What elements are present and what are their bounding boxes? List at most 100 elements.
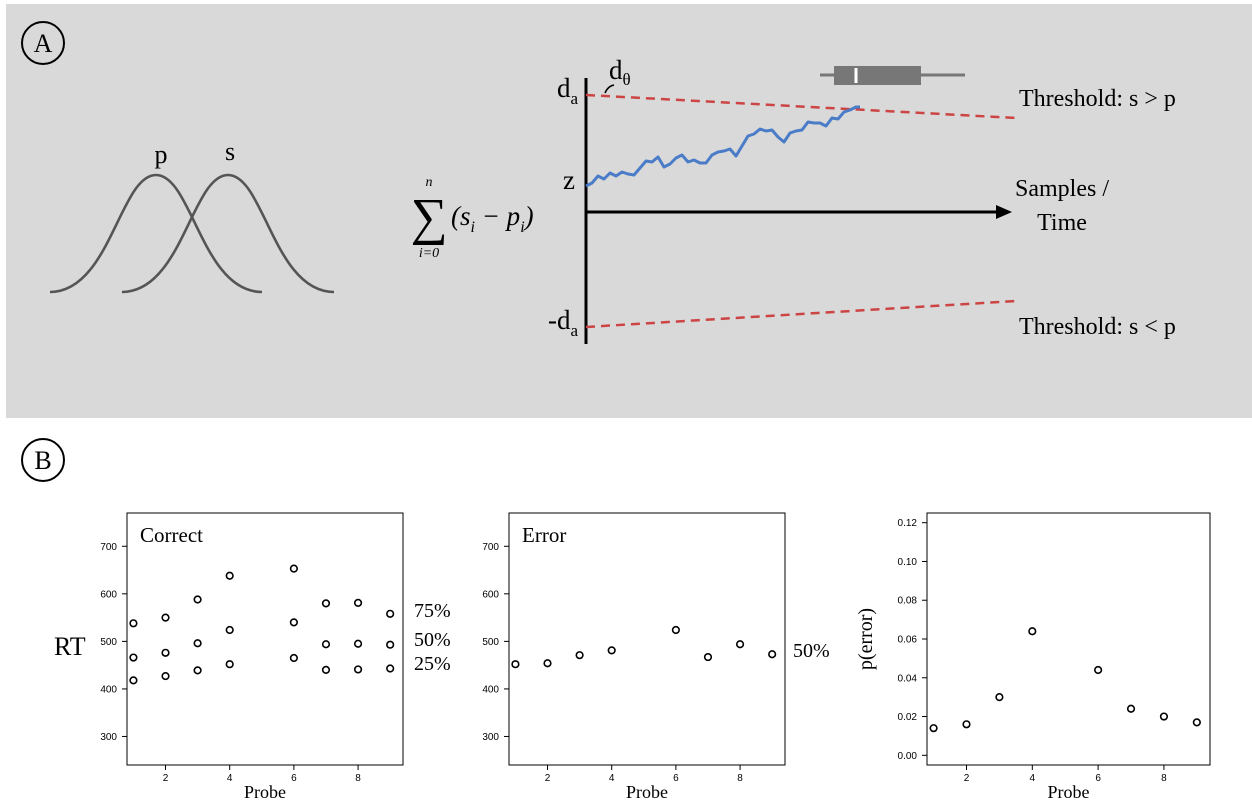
sum-upper-limit: n [426,175,433,190]
quantile-label-50: 50% [414,629,451,651]
time-axis-arrowhead [996,205,1012,219]
data-point [321,599,331,608]
drift-angle-label: dθ [609,55,631,89]
data-point [1028,627,1037,636]
y-tick-label: 0.00 [898,751,918,762]
time-axis-label-line1: Samples / [1015,176,1109,202]
x-tick-label: 8 [737,773,743,784]
distribution-p-label: p [155,140,168,169]
lower-threshold-label: Threshold: s < p [1019,314,1176,340]
data-point [225,571,234,580]
y-tick-label: 0.08 [898,596,918,607]
y-tick-label: 0.06 [898,635,918,646]
data-point [386,609,395,618]
data-point [1126,704,1136,713]
data-point [929,724,938,733]
data-point [703,652,713,662]
chart-correct: 2 4 6 8 300 400 500 600 700 Correct Probe [100,512,404,802]
chart-p-error: 2 4 6 8 0.00 0.02 0.04 0.06 0.08 0.10 0.12 Probe p(e… [855,512,1211,802]
panel-b-letter: B [34,446,51,475]
x-tick-label: 4 [1030,773,1036,784]
y-tick-label: 300 [100,732,117,743]
starting-point-label: z [563,165,575,195]
upper-threshold-label: Threshold: s > p [1019,86,1176,112]
data-point [353,665,363,674]
data-point [289,653,298,663]
data-point [386,664,395,673]
error-quantile-label-50: 50% [793,640,830,662]
x-tick-label: 6 [673,773,679,784]
data-point [962,720,971,729]
distribution-p-curve [49,173,263,294]
distribution-s-label: s [225,137,235,166]
data-point [225,660,234,669]
y-tick-label: 700 [100,542,117,553]
data-point [289,564,298,573]
sum-expression: (si − pi) [451,201,534,236]
x-tick-label: 6 [291,773,297,784]
data-point [1159,712,1169,721]
upper-bound-label: da [557,73,579,108]
data-point [353,639,363,648]
x-axis-label: Probe [244,782,286,802]
plot-frame [508,512,786,766]
panel-a-letter-circle [21,21,65,65]
boxplot-box [834,66,921,85]
data-point [511,660,520,669]
x-tick-label: 8 [355,773,361,784]
data-point [193,595,202,604]
data-point [768,650,777,659]
x-tick-label: 6 [1095,773,1101,784]
y-tick-label: 300 [482,732,499,743]
y-tick-label: 500 [482,637,499,648]
data-point [671,625,680,635]
x-axis-label: Probe [626,782,668,802]
data-point [129,676,138,685]
data-point [995,693,1004,702]
y-tick-label: 0.02 [898,712,918,723]
x-tick-label: 2 [163,773,169,784]
y-tick-label: 600 [100,589,117,600]
data-point [1192,718,1201,727]
plot-frame [126,512,404,766]
x-axis-label: Probe [1048,782,1090,802]
lower-bound-label: -da [548,305,579,340]
data-point [161,648,170,657]
y-axis-label: p(error) [855,608,877,670]
data-point [129,619,138,628]
y-tick-label: 700 [482,542,499,553]
y-tick-label: 0.04 [898,673,918,684]
y-tick-label: 0.10 [898,557,918,568]
x-tick-label: 4 [227,773,233,784]
x-tick-label: 2 [545,773,551,784]
y-tick-label: 600 [482,589,499,600]
data-point [575,651,584,660]
x-tick-label: 4 [609,773,615,784]
data-point [321,640,331,649]
x-tick-label: 2 [964,773,970,784]
data-point [193,639,202,648]
chart-title: Error [522,523,566,547]
data-point [353,598,363,607]
data-point [543,659,552,668]
y-tick-label: 500 [100,637,117,648]
chart-title: Correct [140,523,203,547]
data-point [735,640,745,649]
data-point [129,653,138,662]
data-point [289,618,298,627]
plot-frame [926,512,1211,766]
data-point [161,613,170,622]
data-point [193,666,202,675]
sum-lower-limit: i=0 [419,246,439,261]
distribution-s-curve [121,173,335,294]
time-axis-label-line2: Time [1037,210,1087,236]
rt-axis-label: RT [54,632,86,661]
random-walk-path [585,105,860,188]
data-point [386,640,395,649]
data-point [321,665,331,675]
y-tick-label: 400 [100,684,117,695]
angle-arc [604,84,615,94]
quantile-label-25: 25% [414,653,451,675]
data-point [1094,665,1103,675]
